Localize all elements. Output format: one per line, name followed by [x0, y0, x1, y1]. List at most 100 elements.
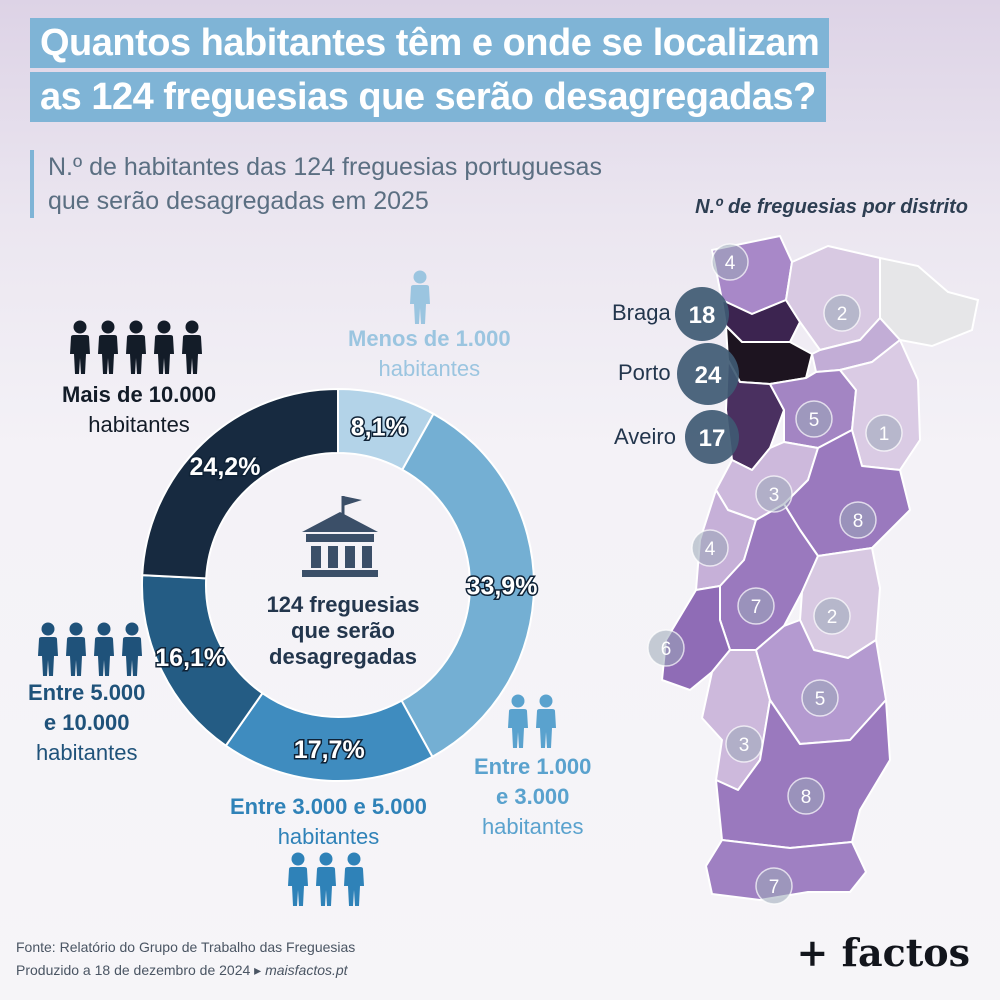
center-label-line: 124 freguesias — [267, 592, 420, 617]
label-bold: Mais de 10.000 — [62, 382, 217, 407]
svg-text:3: 3 — [769, 485, 780, 506]
center-label-line: que serão — [291, 618, 395, 643]
subtitle-line-1: N.º de habitantes das 124 freguesias por… — [48, 153, 602, 181]
map-count-circle: 8 — [839, 501, 877, 539]
map-count-braga: 18 — [675, 287, 729, 341]
people-icon-group-3 — [288, 852, 364, 906]
map-count-circle: 3 — [755, 475, 793, 513]
map-count-circle: 3 — [725, 725, 763, 763]
donut-value-label-3: 16,1% — [155, 644, 226, 672]
label-normal: habitantes — [88, 412, 190, 437]
label-normal: habitantes — [35, 740, 138, 765]
person-icon — [316, 852, 336, 906]
subtitle: N.º de habitantes das 124 freguesias por… — [30, 150, 602, 218]
map-count-aveiro: 17 — [685, 410, 739, 464]
center-label: 124 freguesias que serão desagregadas — [267, 592, 420, 669]
svg-text:8: 8 — [801, 787, 812, 808]
donut-slice-4 — [141, 387, 339, 580]
map-count-circle: 5 — [801, 679, 839, 717]
svg-text:2: 2 — [827, 607, 838, 628]
map-title: N.º de freguesias por distrito — [695, 196, 968, 218]
person-icon — [94, 622, 114, 676]
person-icon — [38, 622, 58, 676]
people-icon-group-4 — [38, 622, 142, 676]
label-bold-2: e 3.000 — [496, 784, 570, 809]
brand-logo: + factos — [796, 930, 970, 975]
person-icon — [122, 622, 142, 676]
svg-text:2: 2 — [837, 304, 848, 325]
svg-text:18: 18 — [689, 302, 716, 329]
produced-line: Produzido a 18 de dezembro de 2024 ▸ mai… — [16, 959, 355, 982]
label-bold: Menos de 1.000 — [348, 326, 511, 351]
people-icon-group-1 — [410, 270, 430, 324]
map-count-circle: 4 — [691, 529, 729, 567]
svg-text:5: 5 — [809, 410, 820, 431]
label-menos-1000: Menos de 1.000 habitantes — [348, 324, 511, 384]
map-count-circle: 7 — [755, 867, 793, 905]
donut-slice-1 — [400, 412, 535, 759]
subtitle-line-2: que serão desagregadas em 2025 — [48, 187, 429, 215]
people-icon-group-5 — [70, 320, 202, 374]
svg-text:17: 17 — [699, 425, 726, 452]
map-count-porto: 24 — [677, 343, 739, 405]
district-label-porto: Porto — [618, 360, 671, 385]
svg-text:4: 4 — [725, 253, 736, 274]
district-faro — [705, 839, 867, 901]
svg-text:8: 8 — [853, 511, 864, 532]
source-text: Fonte: Relatório do Grupo de Trabalho da… — [16, 939, 356, 955]
map-count-circle: 8 — [787, 777, 825, 815]
svg-text:7: 7 — [751, 597, 762, 618]
svg-text:6: 6 — [661, 639, 672, 660]
svg-text:5: 5 — [815, 689, 826, 710]
donut-value-label-2: 17,7% — [294, 736, 365, 764]
person-icon — [410, 270, 430, 324]
map-count-circle: 7 — [737, 587, 775, 625]
person-icon — [536, 694, 556, 748]
label-normal: habitantes — [277, 824, 380, 849]
map-count-circle: 5 — [795, 400, 833, 438]
map-count-circle: 6 — [647, 629, 685, 667]
person-icon — [508, 694, 528, 748]
label-mais-10000: Mais de 10.000 habitantes — [62, 380, 216, 440]
title-line-1: Quantos habitantes têm e onde se localiz… — [30, 18, 830, 68]
svg-text:1: 1 — [879, 424, 890, 445]
label-bold: Entre 3.000 e 5.000 — [230, 794, 427, 819]
label-5000-10000: Entre 5.000 e 10.000 habitantes — [28, 678, 145, 768]
footer: Fonte: Relatório do Grupo de Trabalho da… — [16, 936, 355, 982]
person-icon — [70, 320, 90, 374]
people-icon-group-2 — [508, 694, 556, 748]
svg-text:4: 4 — [705, 539, 716, 560]
donut-value-label-0: 8,1% — [351, 413, 408, 441]
town-hall-icon — [302, 496, 378, 577]
district-label-braga: Braga — [612, 300, 671, 325]
donut-value-label-4: 24,2% — [190, 453, 261, 481]
title-block: Quantos habitantes têm e onde se localiz… — [30, 18, 830, 126]
person-icon — [288, 852, 308, 906]
person-icon — [98, 320, 118, 374]
person-icon — [154, 320, 174, 374]
svg-text:3: 3 — [739, 735, 750, 756]
site-link[interactable]: maisfactos.pt — [265, 962, 348, 978]
produced-text: Produzido a 18 de dezembro de 2024 ▸ — [16, 962, 262, 978]
person-icon — [344, 852, 364, 906]
person-icon — [182, 320, 202, 374]
map-count-circle: 4 — [711, 243, 749, 281]
title-line-2: as 124 freguesias que serão desagregadas… — [30, 72, 826, 122]
label-bold: Entre 1.000 — [474, 754, 592, 779]
map-count-circle: 2 — [813, 597, 851, 635]
district-label-aveiro: Aveiro — [614, 424, 676, 449]
label-normal: habitantes — [481, 814, 584, 839]
label-bold: Entre 5.000 — [28, 680, 146, 705]
label-1000-3000: Entre 1.000 e 3.000 habitantes — [474, 752, 591, 842]
svg-text:24: 24 — [695, 362, 722, 389]
label-normal: habitantes — [378, 356, 481, 381]
person-icon — [66, 622, 86, 676]
svg-text:7: 7 — [769, 877, 780, 898]
map-count-circle: 2 — [823, 294, 861, 332]
person-icon — [126, 320, 146, 374]
label-bold-2: e 10.000 — [43, 710, 130, 735]
donut-value-label-1: 33,9% — [467, 573, 538, 601]
map-count-circle: 1 — [865, 414, 903, 452]
